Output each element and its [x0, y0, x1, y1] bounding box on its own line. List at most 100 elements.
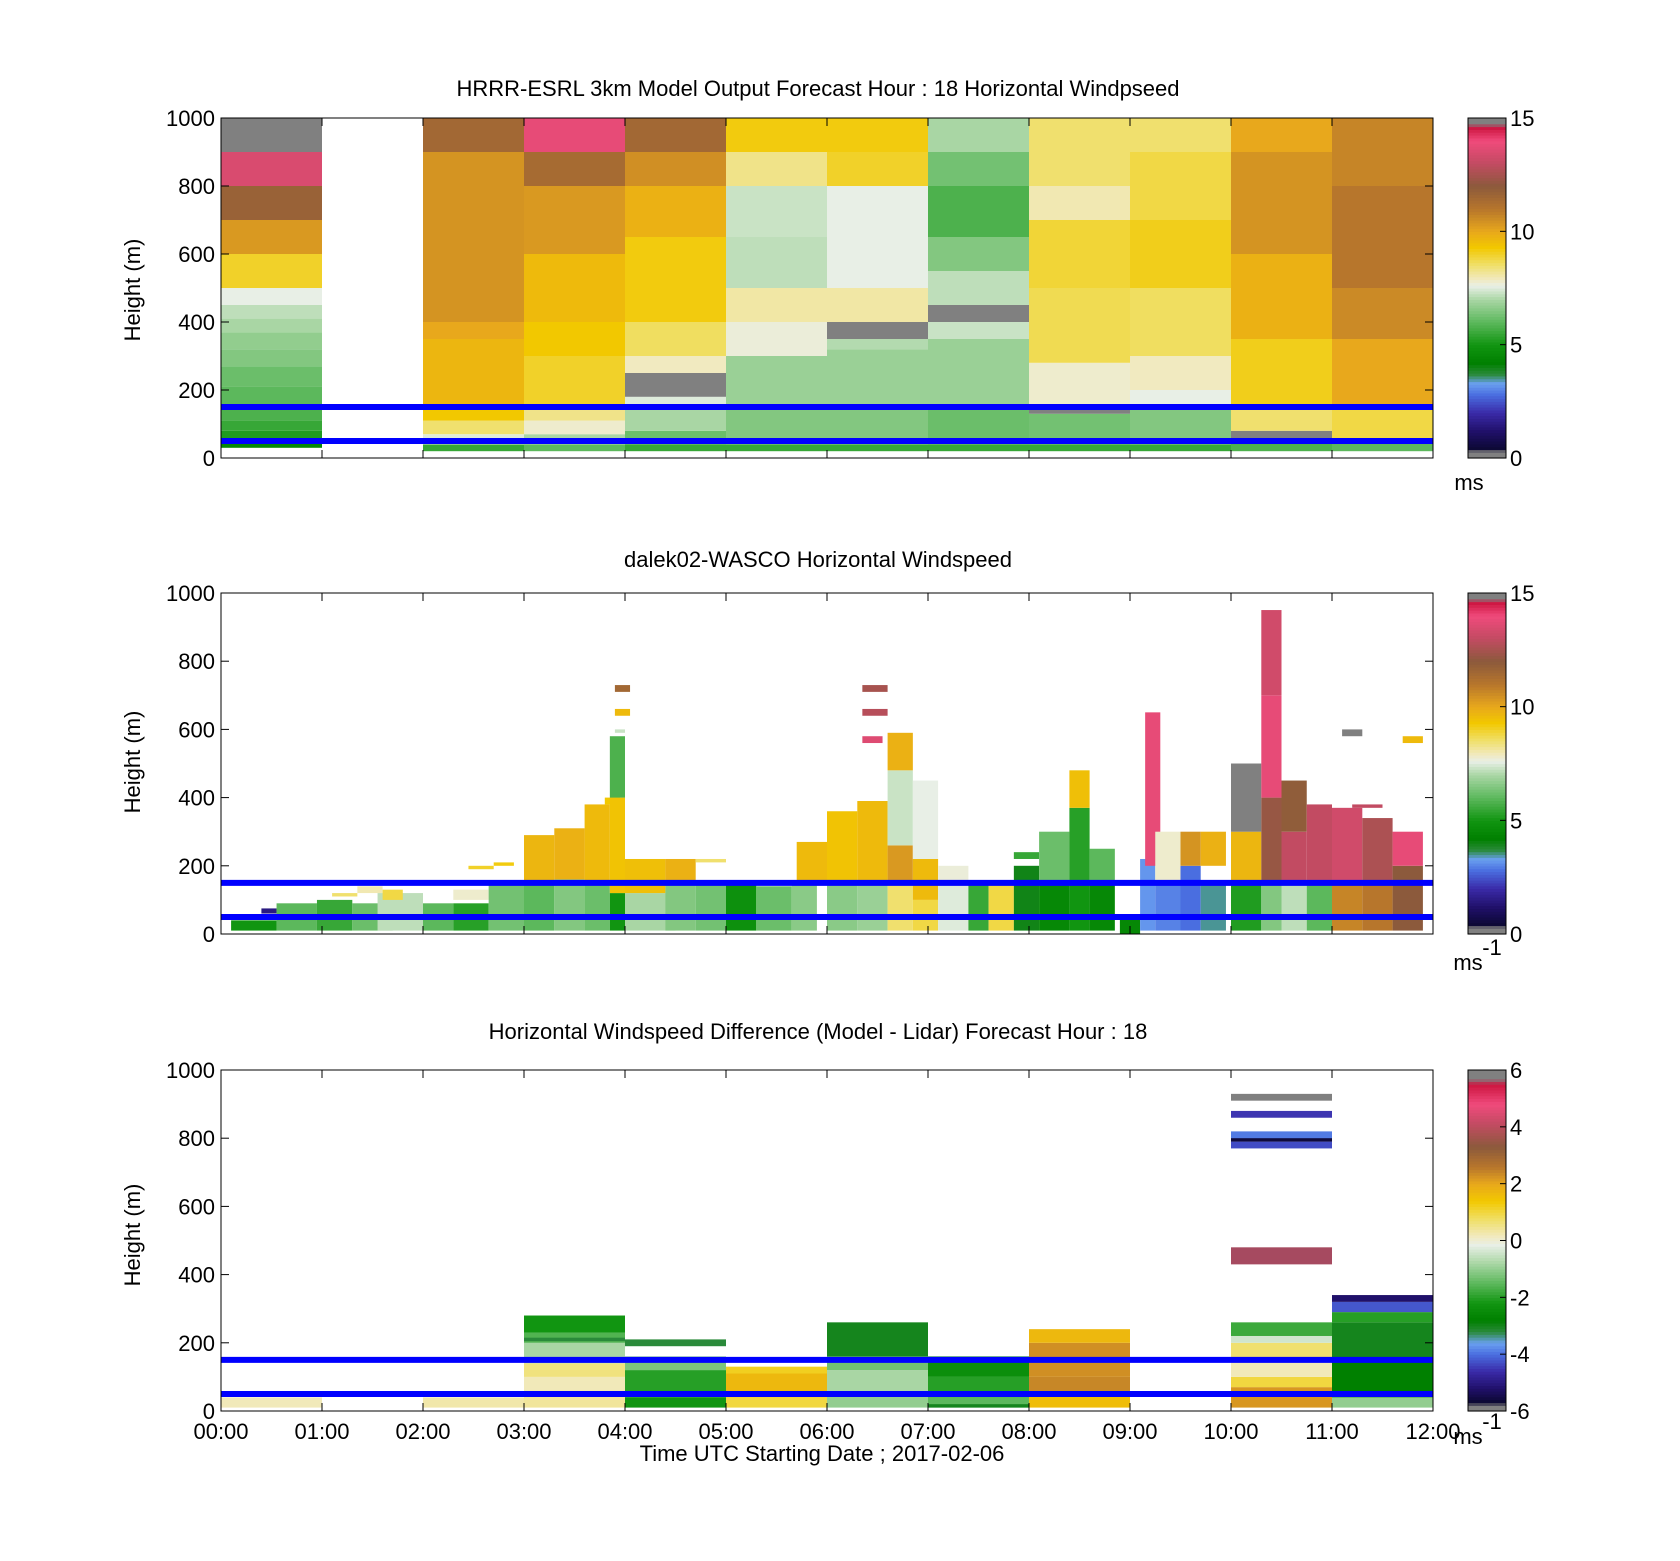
heatmap-cell [1402, 736, 1423, 744]
heatmap-cell [1231, 407, 1332, 431]
heatmap-cell [625, 237, 726, 322]
colorbar-segment [1468, 1217, 1506, 1222]
colorbar-segment [1468, 1123, 1506, 1128]
colorbar-segment [1468, 452, 1506, 456]
heatmap-cell [1180, 865, 1201, 931]
colorbar-segment [1468, 424, 1506, 428]
heatmap-cell [938, 865, 969, 883]
x-tick-label: 04:00 [597, 1419, 652, 1444]
colorbar-segment [1468, 743, 1506, 748]
heatmap-cell [524, 152, 625, 186]
heatmap-cell [524, 407, 625, 421]
colorbar-segment [1468, 593, 1506, 597]
colorbar-segment [1468, 163, 1506, 167]
colorbar-segment [1468, 848, 1506, 853]
heatmap-cell [625, 1397, 726, 1408]
colorbar-segment [1468, 435, 1506, 439]
colorbar-segment [1468, 1322, 1506, 1327]
colorbar-segment [1468, 370, 1506, 374]
heatmap-cell [614, 729, 625, 733]
colorbar-segment [1468, 211, 1506, 215]
colorbar-segment [1468, 1206, 1506, 1210]
heatmap-cell [928, 305, 1029, 322]
heatmap-cell [1261, 695, 1282, 798]
colorbar-segment [1468, 1163, 1506, 1168]
y-tick-label: 0 [203, 446, 215, 471]
heatmap-cell [1231, 1387, 1332, 1408]
colorbar-segment [1468, 854, 1506, 858]
y-tick-label: 200 [178, 1331, 215, 1356]
colorbar-segment [1468, 689, 1506, 694]
colorbar-segment [1468, 265, 1506, 269]
colorbar-segment [1468, 421, 1506, 425]
heatmap-cell [1013, 852, 1040, 859]
x-tick-label: 10:00 [1203, 1419, 1258, 1444]
heatmap-cell [1261, 610, 1282, 696]
y-tick-label: 600 [178, 1194, 215, 1219]
colorbar-segment [1468, 814, 1506, 819]
colorbar-segment [1468, 1408, 1506, 1412]
y-tick-label: 800 [178, 174, 215, 199]
heatmap-cell [1231, 882, 1262, 931]
colorbar-segment [1468, 135, 1506, 139]
colorbar-segment [1468, 222, 1506, 227]
colorbar-segment [1468, 774, 1506, 779]
y-tick-label: 0 [203, 922, 215, 947]
heatmap-cell [862, 708, 888, 716]
colorbar-segment [1468, 791, 1506, 796]
colorbar-segment [1468, 251, 1506, 255]
colorbar-segment [1468, 823, 1506, 827]
y-tick-label: 600 [178, 242, 215, 267]
colorbar-segment [1468, 757, 1506, 762]
heatmap-cell [1332, 288, 1433, 339]
colorbar-segment [1468, 279, 1506, 283]
heatmap-cell [1119, 916, 1141, 934]
colorbar-segment [1468, 310, 1506, 315]
colorbar-segment [1468, 635, 1506, 640]
colorbar: -6 -4 -2 0 2 4 6 [1467, 1058, 1530, 1424]
colorbar-segment [1468, 1158, 1506, 1162]
colorbar-segment [1468, 1331, 1506, 1335]
heatmap-cell [1362, 882, 1393, 931]
colorbar-segment [1468, 1399, 1506, 1404]
colorbar-segment [1468, 1197, 1506, 1202]
heatmap-cell [423, 1397, 524, 1408]
colorbar-segment [1468, 1354, 1506, 1358]
colorbar-tick-label: 0 [1510, 922, 1522, 947]
colorbar-segment [1468, 1365, 1506, 1369]
heatmap-cell [1029, 288, 1130, 363]
colorbar-segment [1468, 800, 1506, 804]
colorbar-segment [1468, 808, 1506, 813]
colorbar-segment [1468, 703, 1506, 708]
colorbar-segment [1468, 336, 1506, 340]
colorbar-segment [1468, 273, 1506, 278]
x-tick-label: 00:00 [193, 1419, 248, 1444]
colorbar-segment [1468, 1320, 1506, 1324]
colorbar-segment [1468, 666, 1506, 671]
heatmap-cell [726, 356, 827, 407]
heatmap-cell [1231, 1376, 1332, 1388]
colorbar-segment [1468, 296, 1506, 300]
heatmap-cell [857, 801, 888, 883]
colorbar-segment [1468, 777, 1506, 782]
colorbar-segment [1468, 1177, 1506, 1182]
colorbar-segment [1468, 123, 1506, 128]
heatmap-cell [524, 118, 625, 152]
heatmap-cell [625, 858, 666, 894]
colorbar-segment [1468, 675, 1506, 679]
heatmap-cell [928, 118, 1029, 152]
heatmap-cell [827, 322, 928, 339]
colorbar-segment [1468, 851, 1506, 856]
colorbar-segment [1468, 928, 1506, 932]
heatmap-cell [1332, 1397, 1433, 1408]
colorbar-segment [1468, 1260, 1506, 1264]
colorbar: 0 5 10 15 [1467, 581, 1534, 947]
heatmap-cell [1180, 831, 1201, 866]
colorbar-segment [1468, 268, 1506, 272]
colorbar-segment [1468, 1152, 1506, 1156]
heatmap-cell [1231, 763, 1262, 832]
heatmap-cell [1130, 118, 1231, 152]
colorbar-segment [1468, 1231, 1506, 1236]
colorbar-segment [1468, 446, 1506, 451]
colorbar-segment [1468, 449, 1506, 453]
